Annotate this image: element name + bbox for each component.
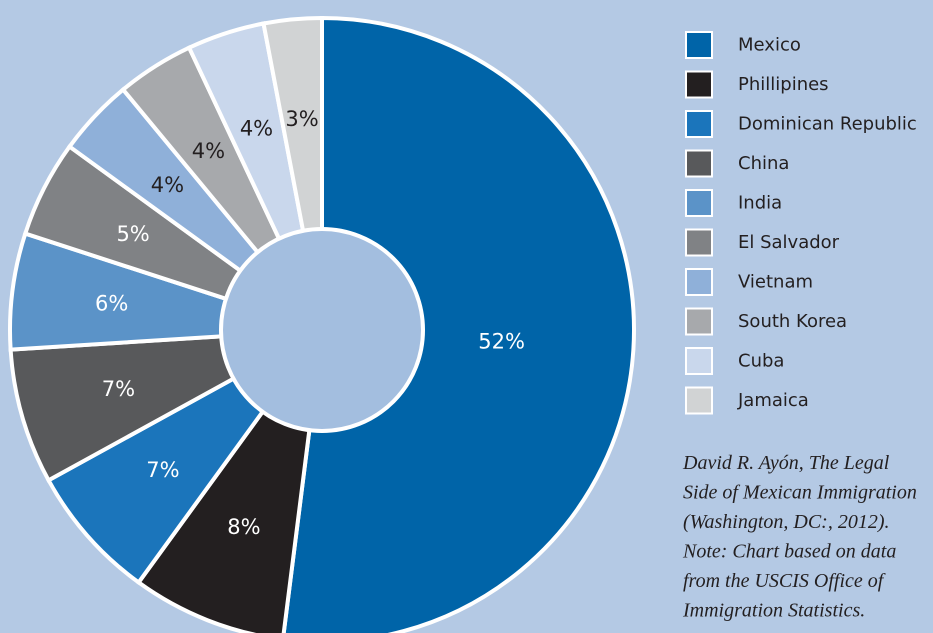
donut-hole bbox=[219, 227, 425, 433]
legend-swatch bbox=[685, 386, 713, 415]
legend-label: India bbox=[738, 193, 782, 214]
slice-label: 4% bbox=[192, 139, 225, 163]
source-note: Immigration Statistics. bbox=[682, 600, 865, 622]
legend-swatch bbox=[685, 228, 713, 257]
legend-swatch bbox=[685, 31, 713, 59]
source-note: from the USCIS Office of bbox=[683, 570, 886, 592]
source-note: Side of Mexican Immigration bbox=[683, 482, 917, 504]
legend-swatch bbox=[685, 149, 713, 178]
slice-label: 3% bbox=[285, 107, 318, 131]
slice-label: 4% bbox=[240, 116, 273, 140]
legend-label: Phillipines bbox=[738, 74, 829, 95]
slice-label: 5% bbox=[116, 222, 149, 246]
source-note: Note: Chart based on data bbox=[682, 541, 896, 563]
slice-label: 52% bbox=[478, 329, 525, 353]
legend-swatch bbox=[685, 347, 713, 375]
slice-label: 7% bbox=[146, 458, 179, 482]
slice bbox=[281, 15, 636, 633]
slice-label: 6% bbox=[95, 291, 128, 315]
slice-label: 4% bbox=[151, 173, 184, 197]
legend-label: South Korea bbox=[738, 311, 847, 332]
legend-label: El Salvador bbox=[738, 232, 840, 253]
legend-label: Vietnam bbox=[738, 272, 813, 293]
source-note: David R. Ayón, The Legal bbox=[682, 452, 890, 474]
legend-swatch bbox=[685, 110, 713, 138]
legend-swatch bbox=[685, 189, 713, 217]
legend-swatch bbox=[685, 268, 713, 296]
legend-label: China bbox=[738, 153, 789, 174]
legend-swatch bbox=[685, 307, 713, 336]
legend-label: Cuba bbox=[738, 351, 784, 372]
legend-swatch bbox=[685, 70, 713, 99]
legend-label: Mexico bbox=[738, 35, 801, 56]
legend-label: Jamaica bbox=[737, 390, 809, 411]
legend-label: Dominican Republic bbox=[738, 114, 917, 135]
slice-label: 8% bbox=[227, 515, 260, 539]
source-note: (Washington, DC:, 2012). bbox=[683, 511, 889, 533]
slice-label: 7% bbox=[102, 377, 135, 401]
